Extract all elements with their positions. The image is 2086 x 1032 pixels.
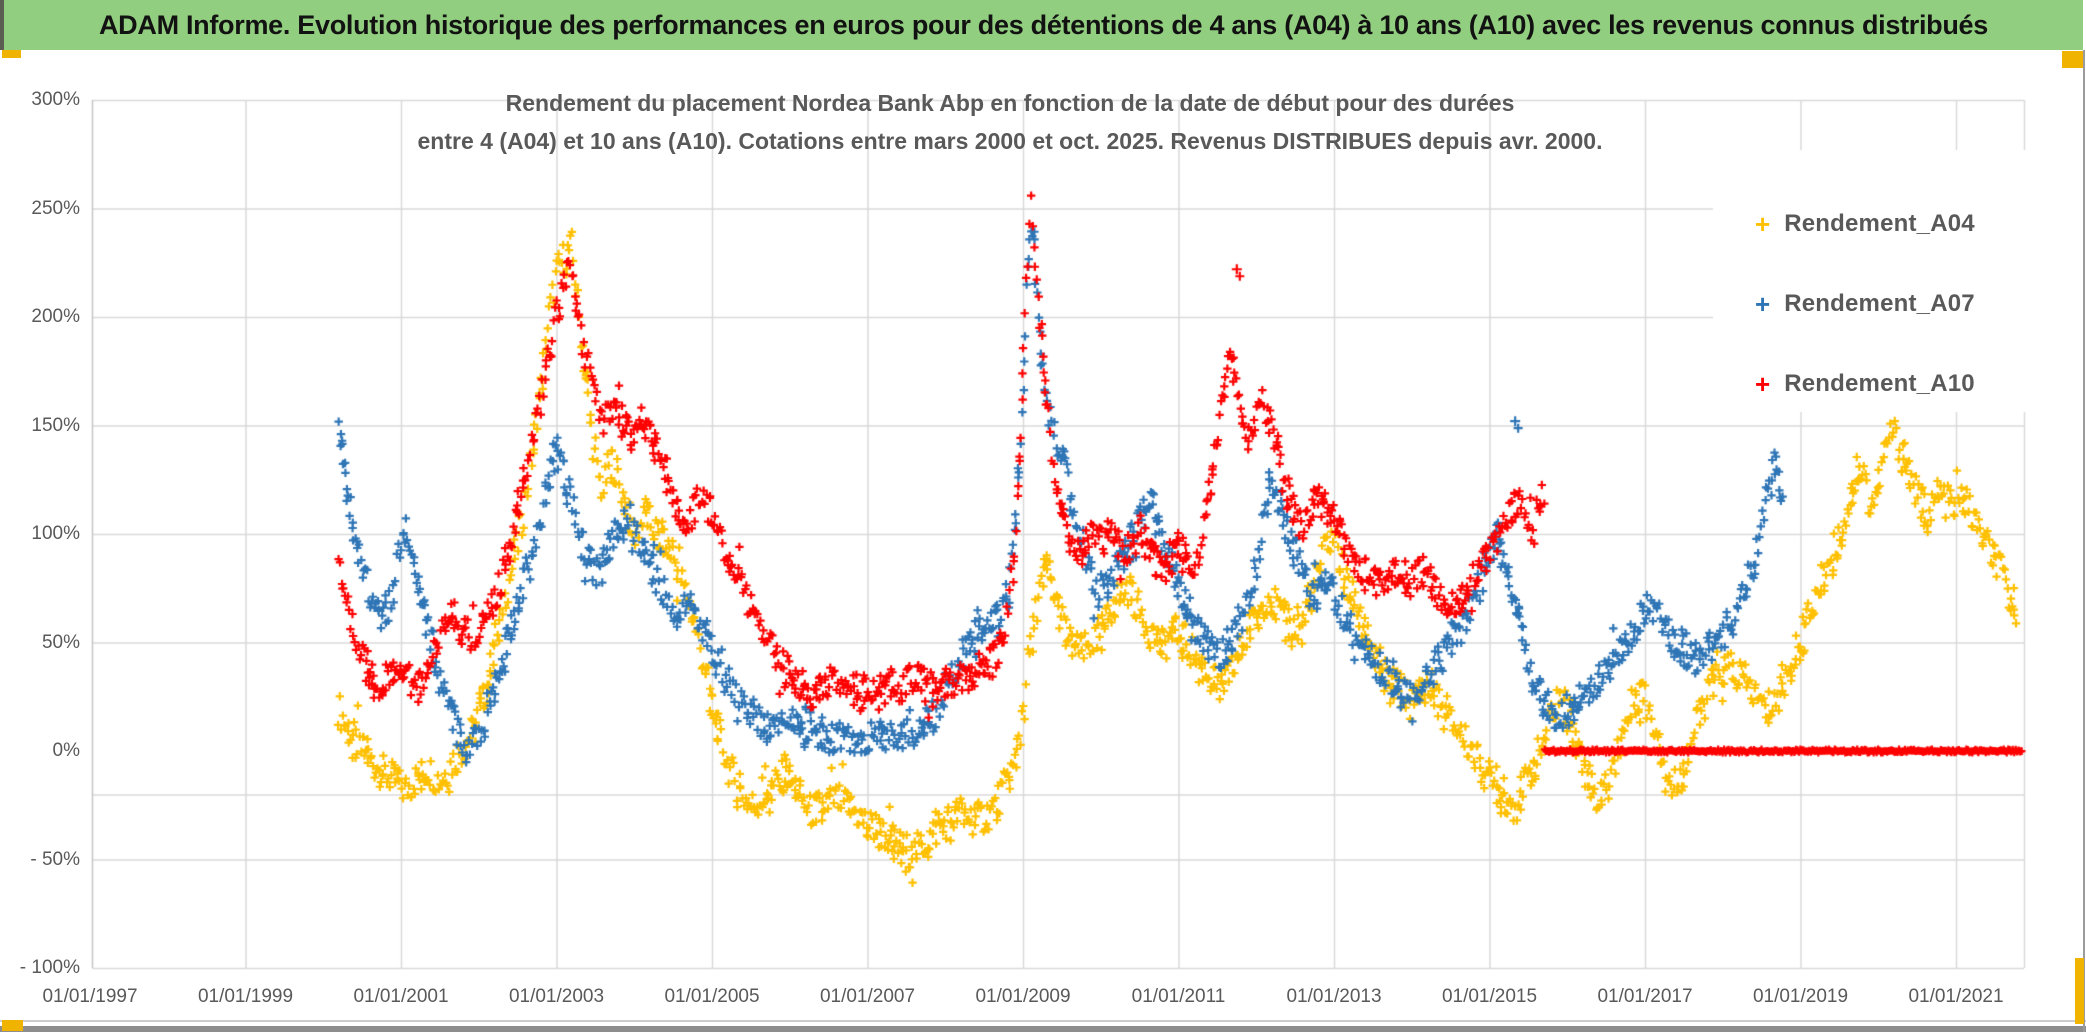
x-axis-tick-label: 01/01/2019 [1752,986,1849,1007]
x-axis-tick-label: 01/01/2001 [353,986,449,1007]
x-axis-tick-label: 01/01/2005 [664,986,760,1007]
x-axis-tick-label: 01/01/2007 [819,986,916,1007]
y-axis-tick-label: 300% [31,89,80,110]
x-axis-tick-label: 01/01/1999 [197,986,294,1007]
y-axis-tick-label: - 100% [19,957,80,978]
x-axis-tick-label: 01/01/2017 [1597,986,1693,1007]
x-axis-tick-label: 01/01/2009 [975,986,1071,1007]
legend-label: Rendement_A04 [1784,210,1975,237]
y-axis-tick-label: 50% [41,631,80,653]
legend-item[interactable]: + Rendement_A10 [1755,370,1975,398]
y-axis-tick-label: 100% [31,523,80,544]
x-axis-tick-label: 01/01/1997 [42,986,138,1007]
x-axis-tick-label: 01/01/2021 [1908,986,2004,1007]
legend-item[interactable]: + Rendement_A04 [1755,210,1975,238]
legend-plus-marker-icon: + [1755,369,1771,399]
legend-label: Rendement_A10 [1784,370,1975,397]
legend-plus-marker-icon: + [1755,209,1771,239]
y-axis-tick-label: 200% [31,306,80,327]
y-axis-tick-label: 0% [52,740,80,761]
x-axis-tick-label: 01/01/2013 [1286,986,1382,1007]
legend-plus-marker-icon: + [1755,289,1771,319]
x-axis-tick-label: 01/01/2015 [1441,986,1538,1007]
x-axis-tick-label: 01/01/2003 [508,986,605,1007]
x-axis-tick-label: 01/01/2011 [1131,986,1226,1007]
y-axis-tick-label: - 50% [30,848,80,870]
legend-item[interactable]: + Rendement_A07 [1755,290,1975,318]
y-axis-tick-label: 250% [31,197,80,219]
legend-label: Rendement_A07 [1784,290,1975,317]
y-axis-tick-label: 150% [31,414,80,436]
